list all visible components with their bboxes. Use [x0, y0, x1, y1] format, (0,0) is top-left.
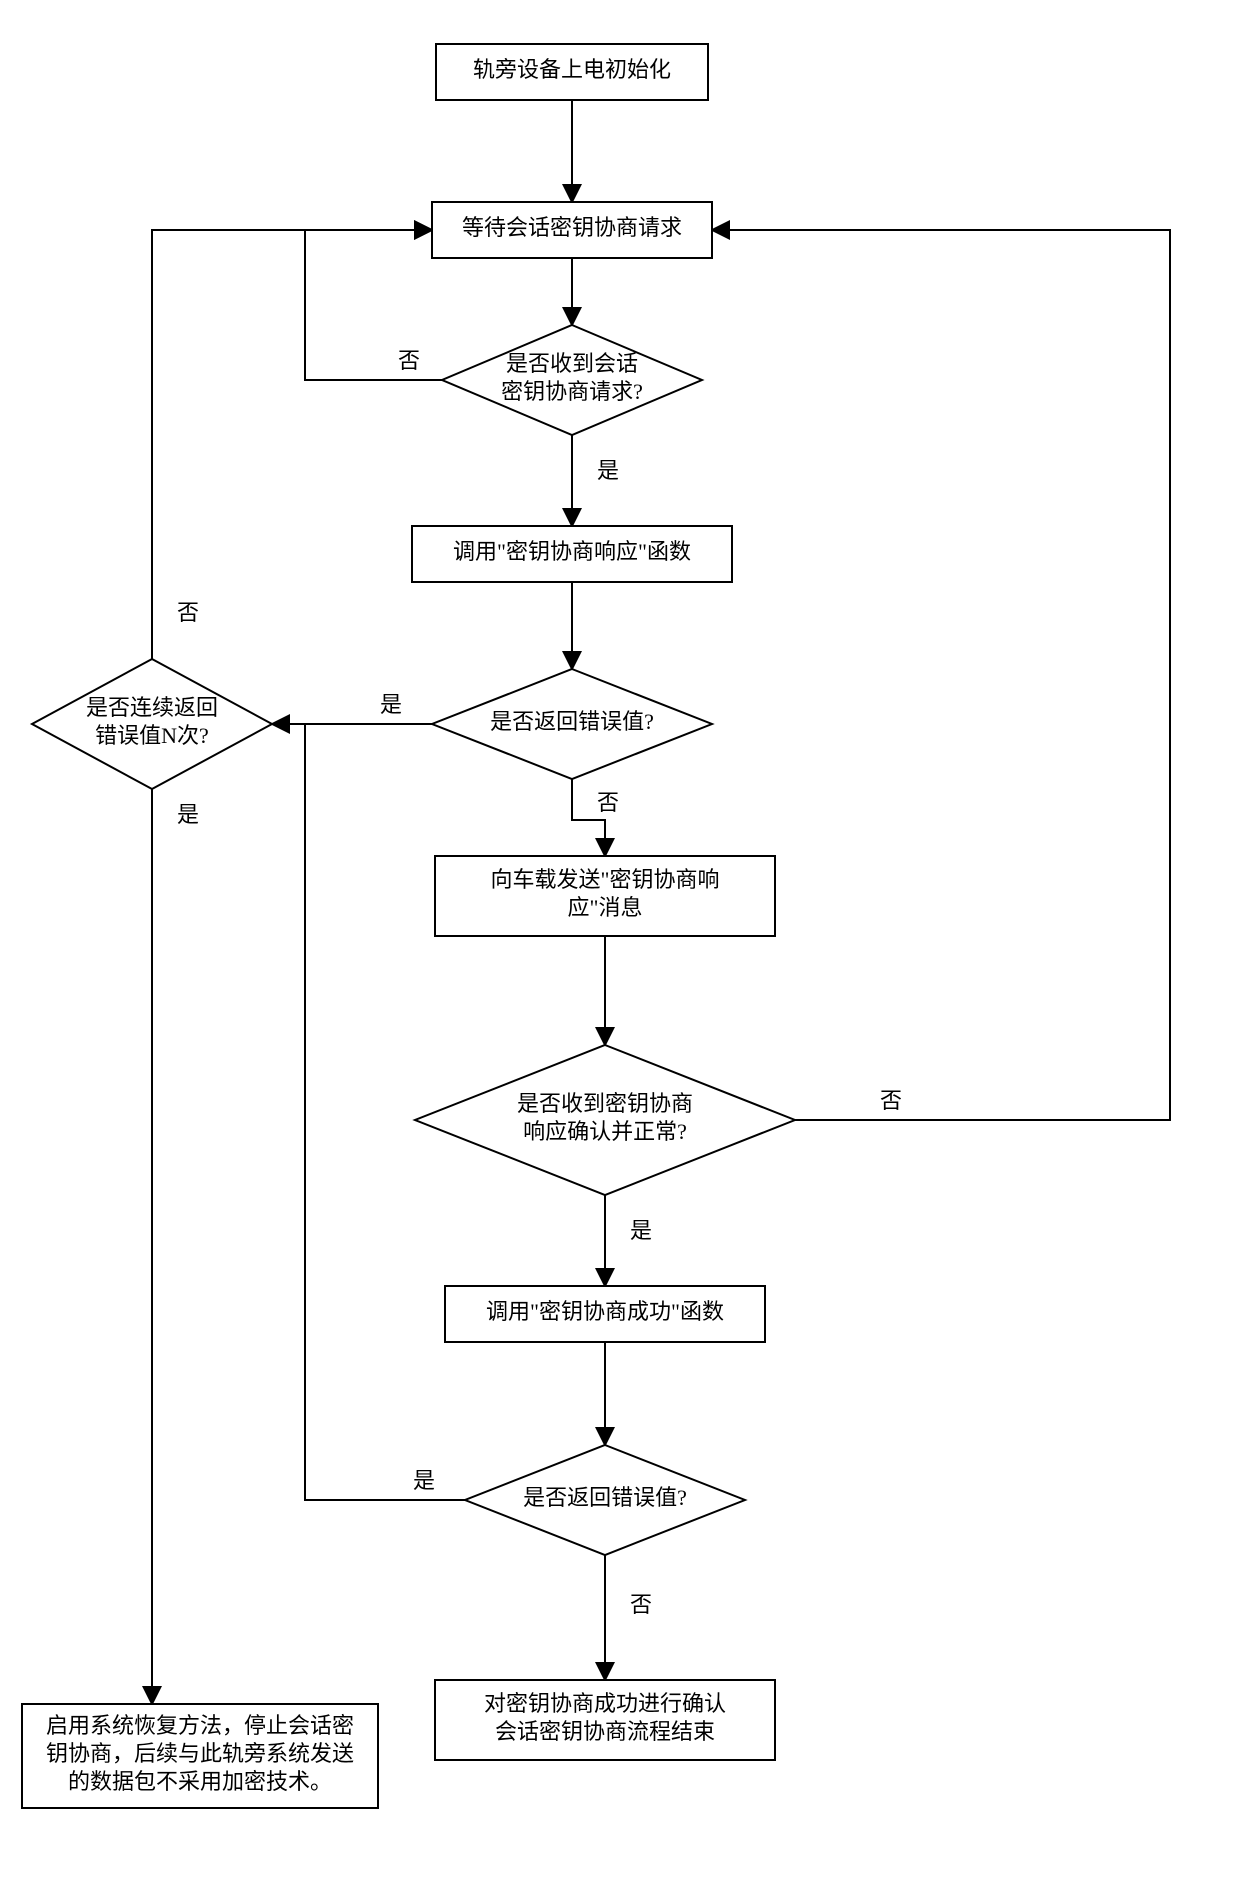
- node-text-n6-l0: 是否连续返回: [86, 695, 218, 720]
- edge-label-n3-n2: 否: [398, 348, 420, 373]
- node-text-n8-l0: 是否收到密钥协商: [517, 1091, 693, 1116]
- node-n2: 等待会话密钥协商请求: [432, 202, 712, 258]
- node-n5: 是否返回错误值?: [432, 669, 712, 779]
- edge-label-n8-n9: 是: [630, 1218, 652, 1243]
- node-n3: 是否收到会话密钥协商请求?: [442, 325, 702, 435]
- edge-label-n10-n11: 否: [630, 1592, 652, 1617]
- node-n10: 是否返回错误值?: [465, 1445, 745, 1555]
- node-text-n11-l1: 会话密钥协商流程结束: [495, 1719, 715, 1744]
- edge-label-n3-n4: 是: [597, 458, 619, 483]
- edge-n6-n2: [152, 230, 432, 659]
- node-text-n12-l1: 钥协商，后续与此轨旁系统发送: [46, 1741, 354, 1766]
- node-text-n3-l1: 密钥协商请求?: [501, 379, 643, 404]
- node-text-n1-l0: 轨旁设备上电初始化: [473, 57, 671, 82]
- node-text-n2-l0: 等待会话密钥协商请求: [462, 215, 682, 240]
- edge-n8-n2: [712, 230, 1170, 1120]
- edge-label-n5-n6: 是: [380, 692, 402, 717]
- node-n9: 调用"密钥协商成功"函数: [445, 1286, 765, 1342]
- node-text-n7-l0: 向车载发送"密钥协商响: [491, 867, 720, 892]
- node-text-n12-l2: 的数据包不采用加密技术。: [68, 1769, 332, 1794]
- node-text-n6-l1: 错误值N次?: [95, 723, 209, 748]
- edge-label-n6-n2: 否: [177, 600, 199, 625]
- edge-n3-n2: [305, 230, 442, 380]
- node-text-n11-l0: 对密钥协商成功进行确认: [484, 1691, 726, 1716]
- node-n4: 调用"密钥协商响应"函数: [412, 526, 732, 582]
- node-n6: 是否连续返回错误值N次?: [32, 659, 272, 789]
- flowchart-canvas: 是否否是否是是否否是轨旁设备上电初始化等待会话密钥协商请求是否收到会话密钥协商请…: [0, 0, 1240, 1904]
- node-text-n4-l0: 调用"密钥协商响应"函数: [453, 539, 691, 564]
- node-n11: 对密钥协商成功进行确认会话密钥协商流程结束: [435, 1680, 775, 1760]
- node-text-n5-l0: 是否返回错误值?: [490, 709, 654, 734]
- node-n8: 是否收到密钥协商响应确认并正常?: [415, 1045, 795, 1195]
- edge-label-n5-n7: 否: [597, 790, 619, 815]
- edge-label-n6-n12: 是: [177, 802, 199, 827]
- node-text-n9-l0: 调用"密钥协商成功"函数: [486, 1299, 724, 1324]
- edge-label-n10-n6: 是: [413, 1468, 435, 1493]
- node-text-n8-l1: 响应确认并正常?: [523, 1119, 687, 1144]
- node-text-n10-l0: 是否返回错误值?: [523, 1485, 687, 1510]
- node-n1: 轨旁设备上电初始化: [436, 44, 708, 100]
- node-text-n7-l1: 应"消息: [568, 895, 643, 920]
- node-text-n12-l0: 启用系统恢复方法，停止会话密: [46, 1713, 354, 1738]
- node-n12: 启用系统恢复方法，停止会话密钥协商，后续与此轨旁系统发送的数据包不采用加密技术。: [22, 1704, 378, 1808]
- node-n7: 向车载发送"密钥协商响应"消息: [435, 856, 775, 936]
- edge-label-n8-n2: 否: [880, 1088, 902, 1113]
- node-text-n3-l0: 是否收到会话: [506, 351, 638, 376]
